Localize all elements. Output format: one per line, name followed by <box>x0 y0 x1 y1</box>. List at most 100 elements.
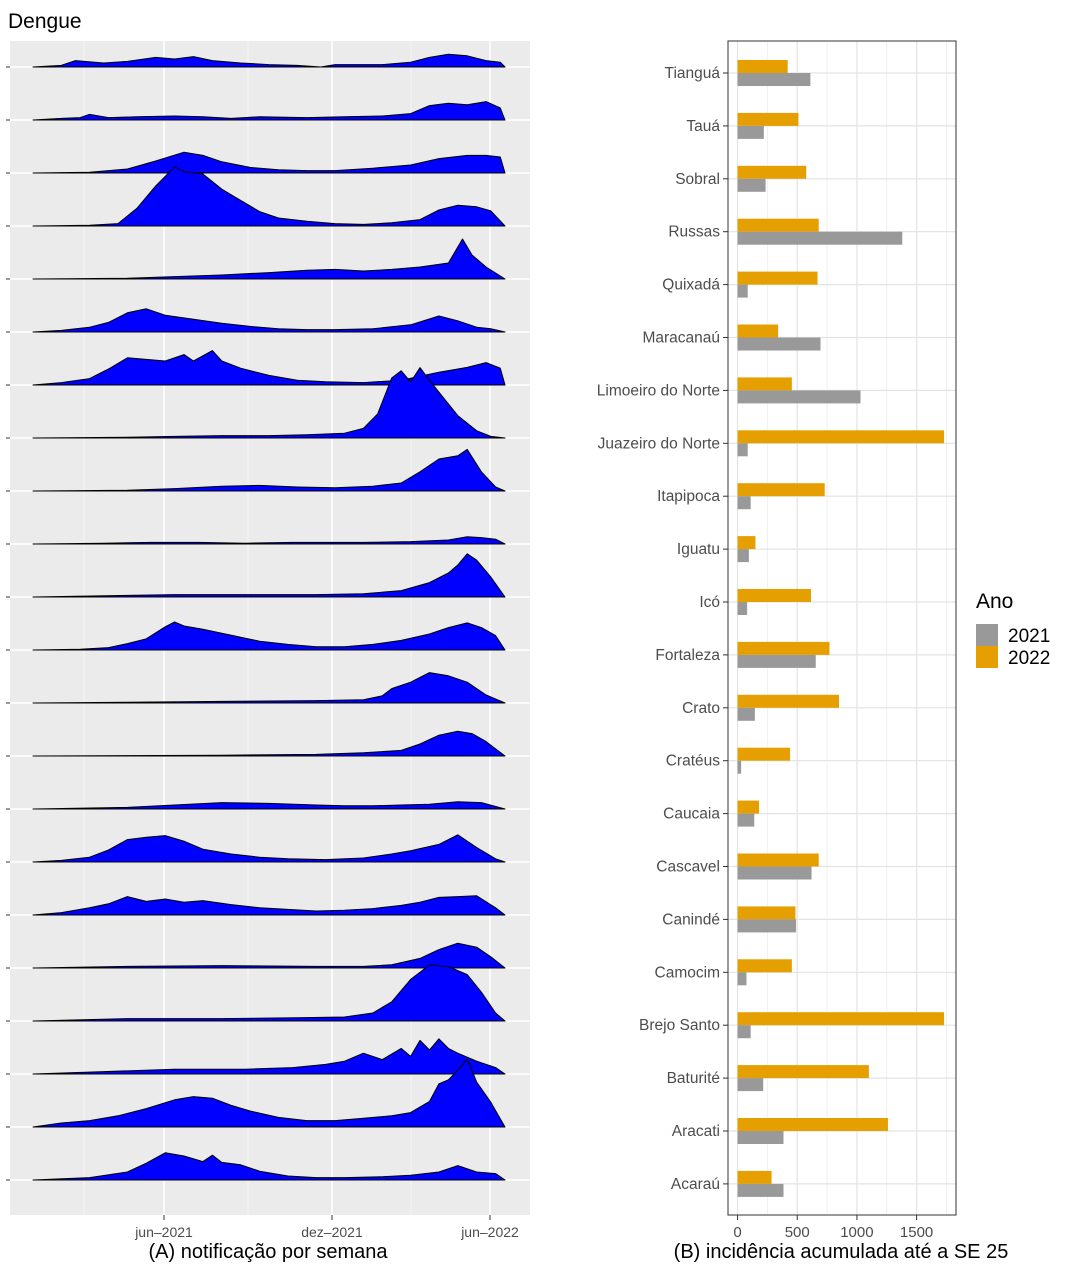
panel-b-category-label: Camocim <box>655 964 720 981</box>
ridge-caucaia <box>32 801 506 810</box>
bar-2021-aracati <box>737 1131 784 1144</box>
bar-2022-canindé <box>737 906 796 920</box>
ridge-camocim <box>32 942 506 969</box>
bar-2021-russas <box>737 231 903 245</box>
panel-b-category-label: Tianguá <box>665 65 721 82</box>
ridge-juazeiro-do-norte <box>32 367 506 439</box>
ridge-icó <box>32 553 506 598</box>
panel-b-axis: Tianguá Tauá Sobral Russas Quixadá Maracanaú L… <box>597 65 933 1241</box>
bar-2022-icó <box>737 589 811 602</box>
panel-b-category-label: Aracati <box>672 1123 720 1140</box>
bar-2021-juazeiro-do-norte <box>737 443 748 457</box>
ridge-crato <box>32 730 506 757</box>
bar-2022-aracati <box>737 1118 888 1131</box>
panel-b-x-tick-label: 500 <box>785 1224 810 1241</box>
panel-b-category-label: Fortaleza <box>655 647 720 664</box>
panel-b-category-label: Itapipoca <box>657 488 720 505</box>
ridge-aracati <box>32 1058 506 1128</box>
bar-2022-russas <box>737 218 819 232</box>
ridge-maracanaú <box>32 308 506 333</box>
bar-2022-quixadá <box>737 271 818 285</box>
panel-b-category-label: Caucaia <box>663 806 720 823</box>
panel-a-x-tick-label: dez–2021 <box>301 1224 363 1240</box>
bar-2021-camocim <box>737 972 747 986</box>
ridge-crateús <box>32 672 506 704</box>
panel-b-border <box>727 40 957 1216</box>
panel-b-category-label: Acaraú <box>671 1176 720 1193</box>
panel-b-bar-chart: Tianguá Tauá Sobral Russas Quixadá Maracanaú L… <box>597 40 1009 1263</box>
panel-b-category-label: Limoeiro do Norte <box>597 382 720 399</box>
panel-a-caption: (A) notificação por semana <box>148 1241 388 1263</box>
ridge-iguatu <box>32 536 506 545</box>
bar-2021-brejo-santo <box>737 1025 751 1039</box>
panel-b-x-tick-label: 1000 <box>840 1224 873 1241</box>
panel-b-x-tick-label: 0 <box>733 1224 741 1241</box>
bar-2021-quixadá <box>737 284 748 298</box>
panel-b-category-label: Iguatu <box>677 541 720 558</box>
bar-2021-cratéus <box>737 760 742 774</box>
bar-2021-cascavel <box>737 866 812 880</box>
ridge-limoeiro-do-norte <box>32 350 506 386</box>
bar-2022-cratéus <box>737 747 791 761</box>
panel-b-category-label: Juazeiro do Norte <box>598 435 720 452</box>
legend-label-2021: 2021 <box>1008 626 1050 647</box>
legend-swatch-2022 <box>976 646 998 668</box>
panel-b-category-label: Icó <box>699 594 720 611</box>
legend-label-2022: 2022 <box>1008 648 1050 669</box>
bar-2022-camocim <box>737 959 792 973</box>
panel-b-category-label: Russas <box>668 224 720 241</box>
bar-2021-tauá <box>737 125 764 139</box>
panel-a-ridgeline: jun–2021 dez–2021 jun–2022 (A) notificação… <box>6 41 530 1263</box>
ridge-tauá <box>32 101 506 121</box>
bar-2022-baturité <box>737 1065 869 1079</box>
panel-b-bars <box>737 60 945 1197</box>
ridge-canindé <box>32 895 506 916</box>
bar-2021-tianguá <box>737 73 811 86</box>
legend: Ano 2021 2022 <box>976 590 1050 669</box>
panel-a-axis: jun–2021 dez–2021 jun–2022 <box>6 66 519 1240</box>
bar-2021-fortaleza <box>737 654 816 668</box>
bar-2021-acaraú <box>737 1183 784 1197</box>
panel-b-caption: (B) incidência acumulada até a SE 25 <box>674 1241 1009 1263</box>
ridge-brejo-santo <box>32 964 506 1022</box>
panel-a-x-tick-label: jun–2021 <box>134 1224 193 1240</box>
bar-2022-tianguá <box>737 60 788 73</box>
panel-b-category-label: Canindé <box>662 911 720 928</box>
ridge-quixadá <box>32 238 506 280</box>
panel-b-category-label: Maracanaú <box>642 330 720 347</box>
bar-2021-iguatu <box>737 549 749 563</box>
legend-title: Ano <box>976 590 1013 613</box>
bar-2021-baturité <box>737 1078 764 1092</box>
bar-2022-cascavel <box>737 853 819 867</box>
bar-2022-crato <box>737 694 840 708</box>
panel-b-category-label: Cascavel <box>656 859 720 876</box>
bar-2022-brejo-santo <box>737 1012 945 1026</box>
bar-2021-crato <box>737 707 755 721</box>
bar-2022-caucaia <box>737 800 760 814</box>
panel-b-category-label: Cratéus <box>666 753 721 770</box>
bar-2022-tauá <box>737 112 799 126</box>
bar-2021-sobral <box>737 178 766 192</box>
panel-b-category-label: Crato <box>682 700 720 717</box>
ridge-baturité <box>32 1038 506 1075</box>
bar-2022-iguatu <box>737 536 756 550</box>
ridge-fortaleza <box>32 621 506 651</box>
bar-2022-limoeiro-do-norte <box>737 377 792 391</box>
bar-2021-icó <box>737 602 748 615</box>
ridge-acaraú <box>32 1152 506 1181</box>
bar-2021-caucaia <box>737 813 755 827</box>
legend-swatch-2021 <box>976 624 998 646</box>
bar-2021-maracanaú <box>737 337 821 351</box>
figure-title: Dengue <box>8 10 82 33</box>
ridge-tianguá <box>32 53 506 68</box>
bar-2022-fortaleza <box>737 641 830 655</box>
panel-a-x-tick-label: jun–2022 <box>460 1224 519 1240</box>
bar-2021-itapipoca <box>737 496 751 510</box>
panel-b-x-tick-label: 1500 <box>900 1224 933 1241</box>
bar-2022-maracanaú <box>737 324 779 338</box>
panel-b-category-label: Quixadá <box>662 277 720 294</box>
ridge-itapipoca <box>32 448 506 492</box>
panel-b-background <box>728 41 956 1215</box>
bar-2022-juazeiro-do-norte <box>737 430 945 444</box>
